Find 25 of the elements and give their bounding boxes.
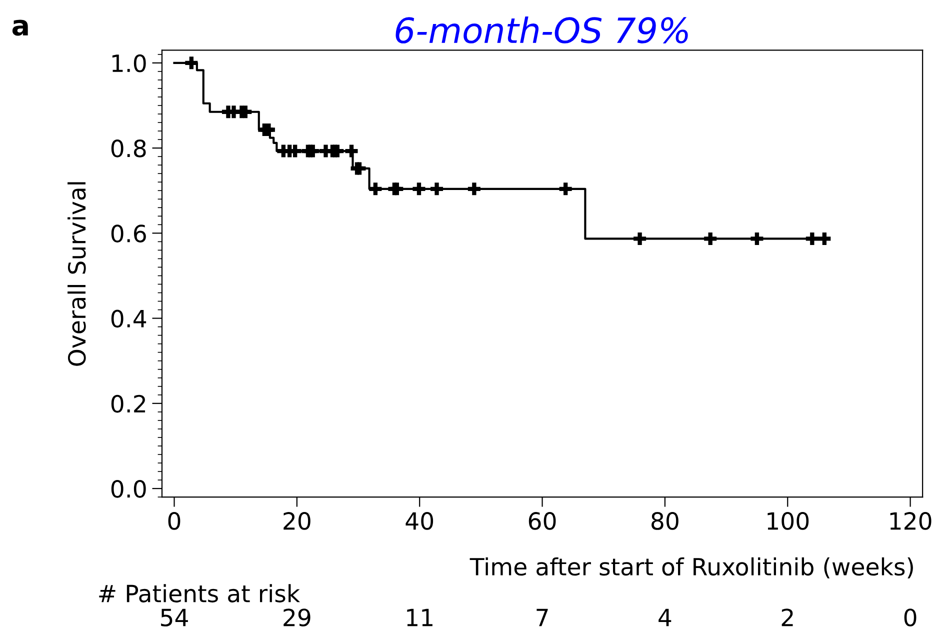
x-tick-label: 40 xyxy=(406,512,434,530)
y-tick-label: 1.0 xyxy=(112,54,146,72)
x-tick-label: 80 xyxy=(652,512,678,530)
text: 4 xyxy=(658,608,672,626)
y-tick-label: 0.6 xyxy=(111,224,146,242)
text: 29 xyxy=(284,608,310,626)
text: # Patients at risk xyxy=(99,584,300,602)
text: a xyxy=(12,20,28,36)
text: 2 xyxy=(782,608,793,626)
y-tick-label: 0.2 xyxy=(111,394,146,413)
x-tick-label: 0 xyxy=(168,512,180,530)
text: 11 xyxy=(407,608,432,626)
y-tick-label: 0.4 xyxy=(111,310,146,328)
x-tick-label: 60 xyxy=(528,512,556,530)
chart-title: 6-month-OS 79% xyxy=(396,16,688,44)
text: 0 xyxy=(904,608,916,626)
x-tick-label: 120 xyxy=(890,512,932,530)
x-tick-label: 100 xyxy=(768,512,809,530)
x-axis-title: Time after start of Ruxolitinib (weeks) xyxy=(470,557,913,578)
y-tick-label: 0.0 xyxy=(111,480,146,498)
y-tick-label: 0.8 xyxy=(111,139,146,158)
x-tick-label: 20 xyxy=(284,512,310,530)
text: 54 xyxy=(161,608,188,626)
text: 7 xyxy=(536,608,548,626)
y-axis-title: Overall Survival xyxy=(68,182,86,366)
